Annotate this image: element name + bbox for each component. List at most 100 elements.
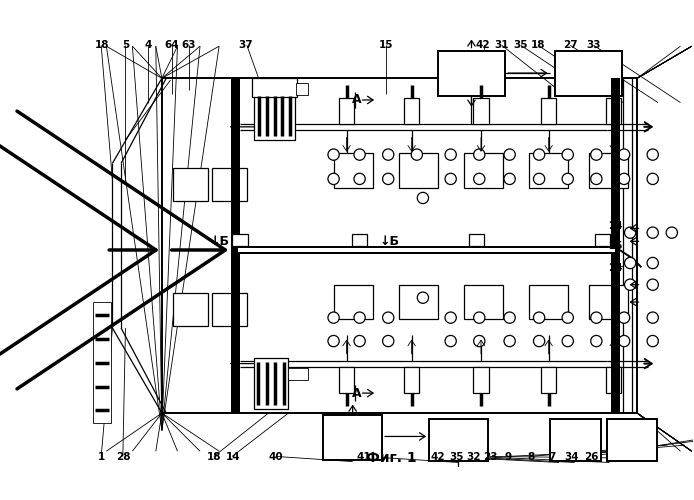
Text: 18: 18 — [532, 40, 545, 50]
Bar — [404, 367, 419, 393]
Bar — [438, 50, 505, 96]
Circle shape — [618, 336, 629, 346]
Circle shape — [534, 174, 545, 184]
Circle shape — [534, 336, 545, 346]
Text: Фиг. 1: Фиг. 1 — [366, 451, 417, 465]
Circle shape — [625, 279, 636, 290]
Bar — [334, 153, 373, 188]
Bar — [212, 294, 247, 326]
Text: 37: 37 — [239, 40, 253, 50]
Bar — [469, 234, 484, 245]
Circle shape — [647, 312, 659, 324]
Text: 4: 4 — [144, 40, 151, 50]
Circle shape — [328, 149, 339, 160]
Circle shape — [504, 174, 515, 184]
Circle shape — [591, 336, 602, 346]
Circle shape — [382, 174, 394, 184]
Text: 15: 15 — [378, 40, 393, 50]
Text: 7: 7 — [548, 452, 555, 462]
Text: 25: 25 — [609, 240, 623, 250]
Circle shape — [412, 149, 423, 160]
Circle shape — [382, 312, 394, 324]
Circle shape — [445, 312, 456, 324]
Circle shape — [504, 312, 515, 324]
Circle shape — [562, 174, 573, 184]
Bar — [94, 302, 111, 424]
Bar — [323, 415, 382, 460]
Text: 23: 23 — [483, 452, 498, 462]
Bar — [339, 367, 355, 393]
Bar — [404, 98, 419, 124]
Bar — [339, 98, 355, 124]
Bar — [232, 234, 248, 245]
Circle shape — [625, 258, 636, 268]
Text: 33: 33 — [586, 40, 601, 50]
Text: ↓Б: ↓Б — [380, 235, 400, 248]
Circle shape — [591, 312, 602, 324]
Bar — [429, 419, 488, 461]
Text: 63: 63 — [182, 40, 196, 50]
Bar — [607, 419, 657, 461]
Circle shape — [647, 258, 659, 268]
Bar — [296, 82, 308, 95]
Circle shape — [473, 149, 485, 160]
Bar — [231, 78, 240, 413]
Circle shape — [534, 149, 545, 160]
Bar — [529, 284, 568, 320]
Bar — [464, 284, 502, 320]
Text: 32: 32 — [466, 452, 481, 462]
Bar — [235, 246, 618, 254]
Bar — [254, 92, 296, 140]
Circle shape — [328, 174, 339, 184]
Text: 42: 42 — [431, 452, 446, 462]
Text: А: А — [352, 386, 362, 400]
Text: 26: 26 — [584, 452, 599, 462]
Bar — [541, 367, 557, 393]
Bar — [606, 98, 622, 124]
Text: 31: 31 — [494, 40, 509, 50]
Circle shape — [534, 312, 545, 324]
Text: 24: 24 — [608, 263, 623, 273]
Circle shape — [504, 336, 515, 346]
Bar — [352, 234, 367, 245]
Circle shape — [473, 336, 485, 346]
Circle shape — [647, 149, 659, 160]
Bar — [555, 50, 623, 96]
Bar — [541, 98, 557, 124]
Text: 18: 18 — [94, 40, 109, 50]
Text: 35: 35 — [449, 452, 464, 462]
Bar — [254, 358, 289, 408]
Circle shape — [647, 279, 659, 290]
Text: ↓Б: ↓Б — [209, 235, 229, 248]
Bar — [334, 284, 373, 320]
Bar — [606, 367, 622, 393]
Circle shape — [647, 227, 659, 238]
Circle shape — [382, 149, 394, 160]
Bar — [238, 248, 616, 252]
Circle shape — [354, 174, 365, 184]
Circle shape — [562, 336, 573, 346]
Text: 24: 24 — [608, 221, 623, 231]
Circle shape — [417, 292, 429, 304]
Circle shape — [618, 149, 629, 160]
Circle shape — [591, 174, 602, 184]
Text: А: А — [352, 94, 362, 106]
Text: 5: 5 — [122, 40, 129, 50]
Text: 18: 18 — [207, 452, 221, 462]
Text: 40: 40 — [268, 452, 283, 462]
Text: 8: 8 — [527, 452, 534, 462]
Circle shape — [445, 174, 456, 184]
Circle shape — [618, 174, 629, 184]
Text: 35: 35 — [514, 40, 527, 50]
Circle shape — [562, 149, 573, 160]
Circle shape — [647, 174, 659, 184]
Bar — [398, 284, 438, 320]
Circle shape — [473, 312, 485, 324]
Text: 1: 1 — [98, 452, 105, 462]
Text: 41: 41 — [357, 452, 371, 462]
Bar — [252, 78, 297, 98]
Circle shape — [591, 149, 602, 160]
Circle shape — [328, 312, 339, 324]
Bar — [589, 284, 629, 320]
Circle shape — [445, 149, 456, 160]
